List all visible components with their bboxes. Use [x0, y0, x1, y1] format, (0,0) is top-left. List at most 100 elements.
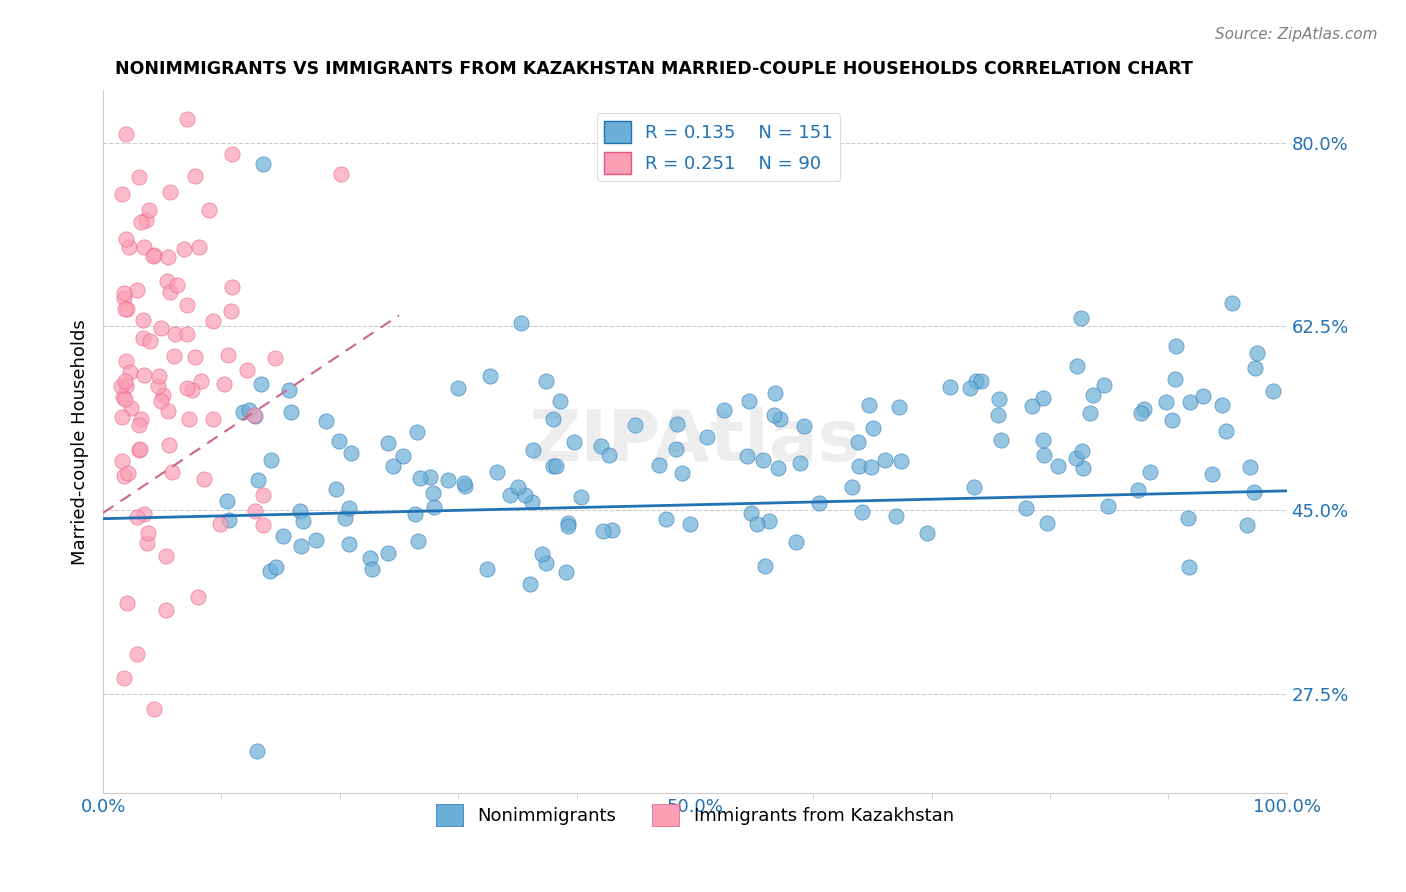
Point	[305, 533, 328, 548]
Point	[1239, 460, 1261, 475]
Point	[453, 475, 475, 490]
Point	[745, 517, 768, 532]
Point	[290, 539, 312, 553]
Point	[157, 438, 180, 452]
Point	[125, 283, 148, 297]
Point	[763, 408, 786, 422]
Point	[120, 401, 142, 415]
Point	[758, 514, 780, 528]
Point	[132, 507, 155, 521]
Point	[1092, 378, 1115, 392]
Point	[117, 467, 139, 481]
Point	[959, 381, 981, 395]
Point	[360, 562, 382, 576]
Point	[150, 321, 173, 335]
Point	[679, 516, 702, 531]
Point	[159, 285, 181, 300]
Point	[243, 409, 266, 423]
Point	[851, 505, 873, 519]
Point	[143, 702, 166, 716]
Point	[963, 480, 986, 494]
Point	[214, 377, 236, 392]
Point	[128, 169, 150, 184]
Point	[768, 461, 790, 475]
Point	[846, 434, 869, 449]
Point	[112, 468, 135, 483]
Point	[939, 380, 962, 394]
Point	[111, 454, 134, 468]
Point	[330, 167, 353, 181]
Point	[519, 577, 541, 591]
Point	[260, 453, 283, 467]
Point	[1133, 401, 1156, 416]
Point	[405, 425, 427, 440]
Point	[132, 331, 155, 345]
Point	[1070, 311, 1092, 326]
Point	[184, 350, 207, 364]
Point	[292, 515, 315, 529]
Point	[875, 452, 897, 467]
Point	[1156, 395, 1178, 409]
Point	[245, 504, 267, 518]
Point	[148, 379, 170, 393]
Point	[176, 327, 198, 342]
Point	[1032, 434, 1054, 448]
Point	[219, 303, 242, 318]
Point	[591, 439, 613, 453]
Point	[1129, 405, 1152, 419]
Point	[111, 409, 134, 424]
Point	[198, 203, 221, 218]
Point	[201, 412, 224, 426]
Point	[165, 327, 187, 342]
Point	[337, 537, 360, 551]
Point	[180, 384, 202, 398]
Point	[202, 314, 225, 328]
Point	[754, 559, 776, 574]
Point	[132, 313, 155, 327]
Point	[1081, 388, 1104, 402]
Point	[889, 454, 911, 468]
Point	[328, 434, 350, 449]
Point	[554, 565, 576, 579]
Point	[915, 526, 938, 541]
Point	[884, 508, 907, 523]
Point	[183, 169, 205, 184]
Point	[789, 456, 811, 470]
Point	[671, 467, 693, 481]
Point	[1097, 499, 1119, 513]
Point	[647, 458, 669, 473]
Point	[600, 523, 623, 537]
Point	[159, 185, 181, 199]
Point	[246, 744, 269, 758]
Point	[176, 298, 198, 312]
Point	[221, 280, 243, 294]
Point	[155, 602, 177, 616]
Point	[266, 559, 288, 574]
Point	[187, 239, 209, 253]
Point	[848, 459, 870, 474]
Point	[131, 215, 153, 229]
Point	[160, 465, 183, 479]
Point	[114, 375, 136, 389]
Point	[1177, 511, 1199, 525]
Point	[752, 453, 775, 467]
Point	[115, 353, 138, 368]
Point	[1078, 406, 1101, 420]
Point	[252, 157, 274, 171]
Point	[115, 302, 138, 317]
Point	[115, 378, 138, 392]
Text: NONIMMIGRANTS VS IMMIGRANTS FROM KAZAKHSTAN MARRIED-COUPLE HOUSEHOLDS CORRELATIO: NONIMMIGRANTS VS IMMIGRANTS FROM KAZAKHS…	[115, 60, 1192, 78]
Point	[112, 291, 135, 305]
Point	[987, 408, 1010, 422]
Point	[127, 509, 149, 524]
Point	[1032, 391, 1054, 405]
Point	[841, 480, 863, 494]
Point	[665, 417, 688, 431]
Point	[509, 316, 531, 330]
Point	[889, 400, 911, 414]
Point	[530, 547, 553, 561]
Point	[236, 363, 259, 377]
Point	[534, 556, 557, 570]
Point	[134, 240, 156, 254]
Point	[128, 443, 150, 458]
